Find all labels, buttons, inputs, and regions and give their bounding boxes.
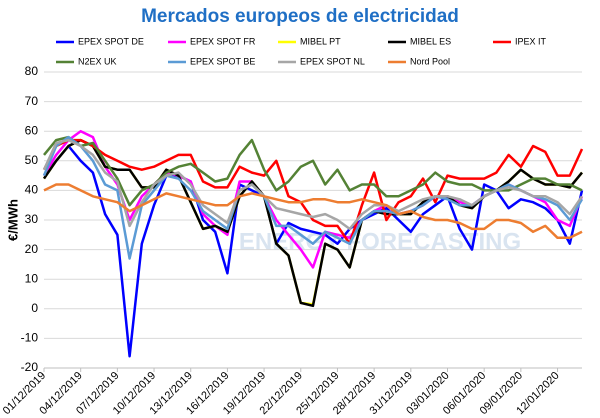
- y-tick-label: 60: [25, 123, 39, 137]
- series-line: [42, 138, 584, 231]
- y-tick-label: -20: [21, 360, 39, 374]
- chart-title: Mercados europeos de electricidad: [141, 6, 459, 27]
- y-tick-label: 50: [25, 153, 39, 167]
- y-tick-label: 80: [25, 64, 39, 78]
- y-tick-label: 40: [25, 183, 39, 197]
- y-tick-label: 30: [25, 212, 39, 226]
- legend-label: MIBEL PT: [300, 36, 341, 46]
- series-line: [42, 138, 584, 245]
- y-tick-label: 20: [25, 242, 39, 256]
- series-line: [43, 135, 583, 207]
- legend-label: EPEX SPOT FR: [190, 36, 256, 46]
- y-tick-label: 70: [25, 94, 39, 108]
- legend-label: MIBEL ES: [410, 36, 451, 46]
- series-line: [43, 183, 583, 240]
- y-tick-label: -10: [21, 331, 39, 345]
- series-line: [43, 144, 584, 358]
- legend-label: EPEX SPOT NL: [300, 56, 365, 66]
- watermark: ENERGY FORECASTING: [239, 228, 521, 255]
- legend-label: Nord Pool: [410, 56, 450, 66]
- y-tick-label: 0: [31, 301, 38, 315]
- y-tick-label: 10: [25, 271, 39, 285]
- legend-label: N2EX UK: [78, 56, 117, 66]
- legend-label: IPEX IT: [515, 36, 547, 46]
- y-axis-label: €/MWh: [5, 199, 20, 241]
- legend-label: EPEX SPOT BE: [190, 56, 255, 66]
- legend-label: EPEX SPOT DE: [78, 36, 144, 46]
